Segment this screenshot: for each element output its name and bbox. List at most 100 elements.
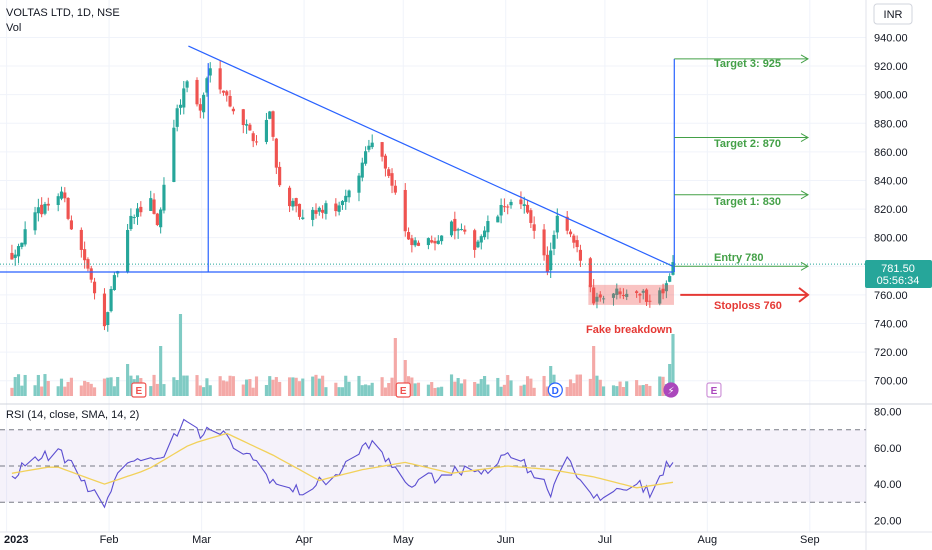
volume-bar (175, 380, 179, 396)
volume-bar (641, 385, 645, 396)
volume-bar (644, 384, 649, 396)
volume-bar (13, 377, 17, 396)
candle-body (311, 209, 315, 220)
volume-bar (393, 338, 397, 396)
volume-bar (529, 378, 533, 396)
candle-body (575, 240, 579, 248)
candle-body (43, 203, 47, 214)
volume-bar (549, 366, 553, 396)
price-tick-label: 920.00 (874, 61, 908, 73)
volume-bar (542, 375, 546, 396)
volume-bar (403, 360, 407, 396)
event-badge-dividend[interactable]: D (547, 382, 563, 398)
volume-bar (509, 380, 513, 396)
candle-body (476, 241, 480, 248)
candle-body (588, 258, 592, 288)
candle-body (139, 206, 143, 213)
volume-bar (575, 374, 579, 396)
candle-body (152, 199, 156, 214)
volume-bar (430, 382, 434, 396)
event-badge-split[interactable]: ⚡ (663, 382, 679, 398)
volume-bar (519, 385, 523, 396)
volume-bar (506, 375, 510, 396)
volume-bar (126, 364, 130, 396)
candle-body (618, 291, 622, 295)
candle-body (324, 203, 328, 214)
drawings (0, 45, 866, 305)
volume-bar (476, 383, 480, 396)
volume-bar (241, 384, 245, 396)
candle-body (635, 291, 639, 294)
volume-bar (592, 346, 596, 396)
volume-bar (36, 374, 40, 396)
volume-bar (545, 386, 549, 396)
currency-button[interactable]: INR (873, 3, 913, 25)
volume-bar (245, 379, 249, 396)
candle-body (198, 104, 202, 111)
volume-bar (301, 378, 305, 396)
candle-body (542, 229, 546, 256)
volume-bar (59, 378, 64, 396)
badge-label: ⚡ (667, 386, 674, 397)
rsi-line (11, 418, 674, 509)
event-badge-earnings-upcoming[interactable]: E (706, 382, 722, 398)
candle-body (59, 191, 64, 199)
candle-body (175, 108, 179, 127)
event-badge-earnings[interactable]: E (131, 382, 147, 398)
volume-bar (248, 379, 252, 396)
candle-body (393, 185, 397, 193)
volume-bar (433, 387, 437, 396)
candle-body (132, 217, 136, 219)
candle-body (380, 142, 384, 157)
candle-body (159, 209, 163, 228)
badge-label: E (400, 386, 407, 397)
candle-body (529, 210, 533, 223)
candle-body (178, 104, 183, 108)
event-badge-earnings[interactable]: E (395, 382, 411, 398)
volume-bar (578, 374, 583, 396)
vol-label: Vol (6, 22, 21, 34)
volume-bar (314, 374, 318, 396)
candle-body (195, 79, 199, 105)
candle-body (40, 204, 44, 215)
candle-body (66, 197, 70, 219)
candle-body (499, 205, 503, 216)
fake-breakdown-box (588, 284, 674, 305)
candle-body (602, 298, 606, 300)
candle-body (661, 288, 665, 294)
candle-body (126, 229, 130, 273)
candle-body (254, 141, 259, 143)
candle-body (202, 94, 206, 113)
candle-body (172, 127, 176, 182)
candle-body (615, 288, 619, 295)
volume-bar (129, 375, 133, 396)
volume-bar (615, 386, 619, 396)
volume-bar (162, 384, 166, 396)
candle-body (638, 293, 642, 296)
candle-body (16, 246, 21, 257)
candle-body (294, 198, 298, 207)
candle-body (519, 199, 523, 205)
candle-body (205, 78, 209, 93)
candle-body (13, 254, 17, 258)
volume-bar (611, 385, 616, 396)
candle-body (129, 215, 133, 230)
time-tick-label: May (393, 534, 414, 546)
candle-body (568, 231, 573, 235)
candle-body (433, 241, 437, 244)
candle-body (367, 145, 371, 150)
volume-bar (56, 386, 60, 396)
price-tick-label: 700.00 (874, 376, 908, 388)
candle-body (102, 293, 107, 327)
price-tick-label: 840.00 (874, 175, 908, 187)
candle-body (509, 201, 513, 206)
volume-bar (225, 381, 229, 396)
volume-bar (413, 383, 417, 396)
volume-bar (231, 376, 235, 396)
volume-bar (347, 381, 351, 396)
volume-bar (178, 314, 183, 396)
volume-bar (459, 383, 464, 396)
candle-body (241, 109, 245, 126)
volume-bar (155, 383, 159, 396)
candle-body (274, 138, 278, 168)
